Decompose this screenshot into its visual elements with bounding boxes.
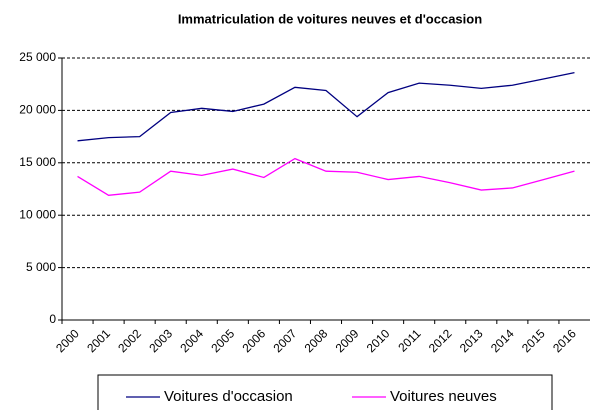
x-tick-label: 2010 <box>364 326 393 355</box>
series-line <box>77 157 575 196</box>
legend-label: Voitures d'occasion <box>164 388 293 405</box>
x-tick-label: 2002 <box>115 326 144 355</box>
x-tick-label: 2008 <box>302 326 331 355</box>
x-tick-label: 2000 <box>53 326 82 355</box>
x-tick-label: 2011 <box>395 326 423 354</box>
y-tick-label: 20 000 <box>19 103 56 117</box>
x-tick-label: 2007 <box>271 326 300 355</box>
x-tick-label: 2012 <box>426 326 455 355</box>
series-line <box>77 72 575 142</box>
legend-label: Voitures neuves <box>390 388 497 405</box>
x-tick-label: 2006 <box>239 326 268 355</box>
y-tick-label: 10 000 <box>19 207 56 221</box>
x-tick-label: 2004 <box>177 326 206 355</box>
chart-title: Immatriculation de voitures neuves et d'… <box>178 11 482 26</box>
x-tick-label: 2003 <box>146 326 175 355</box>
x-tick-label: 2001 <box>84 326 113 355</box>
x-tick-label: 2015 <box>519 326 548 355</box>
x-tick-label: 2016 <box>550 326 579 355</box>
x-tick-label: 2014 <box>488 326 517 355</box>
x-tick-label: 2005 <box>208 326 237 355</box>
y-tick-label: 15 000 <box>19 155 56 169</box>
y-tick-label: 25 000 <box>19 50 56 64</box>
y-tick-label: 0 <box>49 312 56 326</box>
x-tick-label: 2009 <box>333 326 362 355</box>
y-tick-label: 5 000 <box>26 260 56 274</box>
x-tick-label: 2013 <box>457 326 486 355</box>
legend <box>97 374 553 410</box>
